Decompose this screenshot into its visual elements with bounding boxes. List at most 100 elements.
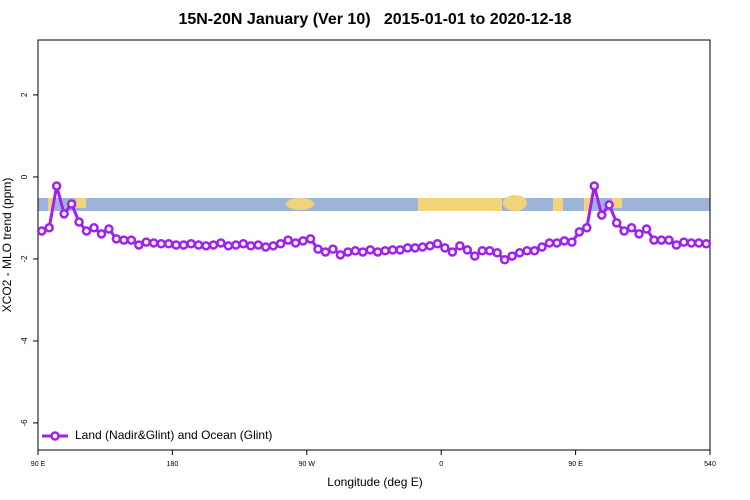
data-point: [649, 235, 659, 245]
data-point: [148, 238, 159, 248]
data-point: [619, 226, 629, 236]
data-point: [111, 234, 122, 244]
data-point: [574, 227, 585, 237]
data-point: [514, 248, 525, 258]
data-point: [380, 245, 390, 256]
data-point: [320, 247, 331, 257]
y-axis-label: XCO2 - MLO trend (ppm): [0, 178, 14, 313]
data-point: [365, 245, 376, 255]
data-point: [358, 247, 368, 257]
data-point: [417, 242, 428, 252]
data-point: [260, 242, 271, 252]
data-point: [335, 250, 346, 260]
y-tick-label: -2: [20, 255, 29, 263]
data-point: [432, 239, 443, 249]
data-point: [178, 240, 189, 250]
data-point: [372, 247, 383, 257]
data-point: [268, 241, 278, 251]
data-point: [51, 181, 62, 191]
legend-marker: [50, 431, 60, 441]
data-point: [440, 243, 450, 253]
data-point: [44, 223, 54, 233]
data-point: [104, 224, 114, 234]
data-point: [462, 245, 473, 255]
data-point: [305, 234, 316, 244]
data-point: [343, 247, 353, 257]
data-point: [395, 245, 405, 255]
data-point: [208, 240, 219, 250]
data-point: [679, 237, 689, 247]
data-point: [484, 245, 495, 256]
data-point: [141, 237, 152, 247]
data-point: [694, 238, 704, 248]
data-point: [626, 223, 637, 233]
data-point: [499, 255, 510, 265]
data-point: [492, 248, 502, 258]
data-point: [425, 241, 435, 251]
y-tick-label: -6: [20, 419, 29, 427]
data-point: [216, 238, 226, 248]
x-tick-label: 540: [704, 461, 716, 468]
data-point: [604, 200, 614, 210]
data-point: [559, 236, 570, 246]
x-tick-label: 90 W: [299, 461, 316, 468]
land-ocean-strip: [38, 195, 710, 211]
data-point: [544, 238, 555, 248]
data-point: [589, 181, 600, 191]
data-point: [238, 239, 249, 249]
data-point: [126, 235, 137, 245]
data-point: [223, 241, 234, 251]
data-point: [402, 243, 413, 253]
data-point: [522, 245, 532, 256]
data-point: [664, 235, 674, 245]
data-point: [455, 241, 465, 251]
x-axis-label: Longitude (deg E): [327, 475, 422, 489]
data-point: [387, 245, 398, 255]
x-tick-label: 0: [439, 461, 443, 468]
y-tick-label: -4: [20, 337, 29, 345]
data-point: [328, 244, 338, 254]
data-point: [246, 241, 256, 251]
data-point: [253, 240, 264, 250]
data-point: [686, 238, 697, 248]
data-point: [537, 242, 547, 252]
legend-label: Land (Nadir&Glint) and Ocean (Glint): [75, 428, 272, 442]
data-point: [231, 240, 241, 250]
data-point: [447, 247, 458, 257]
data-point: [81, 226, 92, 236]
data-point: [477, 245, 488, 256]
data-point: [283, 235, 293, 245]
data-point: [298, 236, 308, 246]
data-point: [470, 251, 480, 261]
data-point: [507, 251, 517, 261]
data-point: [96, 229, 107, 239]
data-point: [59, 209, 69, 219]
data-point: [567, 237, 577, 247]
data-point: [36, 226, 47, 236]
data-point: [163, 239, 174, 249]
data-point: [641, 224, 652, 234]
data-point: [701, 239, 712, 249]
data-point: [193, 240, 204, 250]
x-tick-label: 180: [167, 461, 179, 468]
data-point: [201, 241, 211, 251]
data-point: [119, 235, 129, 245]
data-point: [634, 229, 644, 239]
data-point: [656, 235, 667, 245]
data-point: [275, 239, 286, 249]
data-point: [186, 239, 196, 249]
data-point: [134, 240, 144, 250]
data-point: [89, 223, 99, 233]
chart-title: 15N-20N January (Ver 10) 2015-01-01 to 2…: [178, 11, 571, 28]
x-tick-label: 90 E: [568, 461, 583, 468]
data-point: [156, 239, 166, 249]
data-point: [171, 240, 181, 250]
data-point: [66, 199, 77, 209]
data-point: [350, 245, 361, 256]
x-tick-label: 90 E: [31, 461, 46, 468]
y-tick-label: 2: [20, 92, 29, 97]
data-point: [671, 240, 682, 250]
data-point: [313, 244, 323, 254]
data-point: [582, 223, 592, 233]
